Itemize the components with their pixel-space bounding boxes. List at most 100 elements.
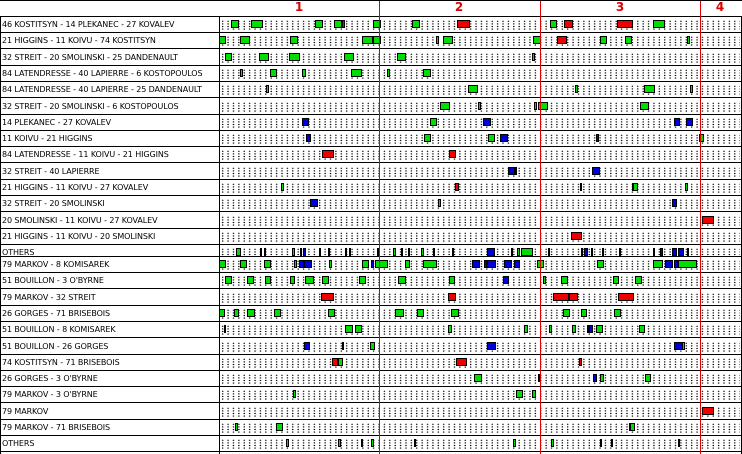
shift-block-even (219, 36, 227, 44)
shift-block-even (273, 309, 281, 317)
shift-block-sh (557, 36, 567, 44)
minute-grid (219, 423, 740, 433)
minute-grid (219, 20, 740, 30)
shift-track (219, 290, 740, 306)
shift-block-even (561, 276, 569, 284)
shift-block-even (328, 260, 332, 268)
shift-block-pp (472, 260, 481, 268)
shift-block-pp (659, 248, 663, 256)
forwards-lines-panel: 46 KOSTITSYN - 14 PLEKANEC - 27 KOVALEV 2… (0, 16, 742, 263)
shift-block-pp (502, 276, 510, 284)
shift-block-even (612, 276, 619, 284)
shift-block-even (408, 248, 411, 256)
shift-row: 79 MARKOV - 71 BRISEBOIS (0, 420, 742, 436)
shift-block-even (319, 248, 322, 256)
shift-block-even (619, 248, 621, 256)
minute-grid (219, 390, 740, 400)
period-boundary-line (540, 256, 541, 454)
shift-block-even (338, 439, 341, 447)
shift-block-even (586, 325, 589, 333)
shift-block-even (392, 248, 397, 256)
shift-block-even (275, 423, 284, 431)
row-divider (0, 435, 742, 436)
shift-row: 32 STREIT - 20 SMOLINSKI - 6 KOSTOPOULOS (0, 99, 742, 115)
shift-block-even (344, 325, 353, 333)
period-label: 1 (294, 0, 304, 14)
shift-block-even (290, 36, 299, 44)
row-label: 11 KOIVU - 21 HIGGINS (2, 134, 93, 143)
period-boundary-line (540, 0, 541, 263)
shift-block-pp (304, 260, 312, 268)
shift-block-even (280, 183, 284, 191)
minute-grid (219, 183, 740, 193)
shift-block-pp (583, 248, 589, 256)
minute-grid (219, 293, 740, 303)
shift-block-even (292, 390, 296, 398)
row-divider (0, 162, 742, 163)
row-label: 46 KOSTITSYN - 14 PLEKANEC - 27 KOVALEV (2, 20, 175, 29)
shift-row: 11 KOIVU - 21 HIGGINS (0, 131, 742, 147)
shift-row: 51 BOUILLON - 26 GORGES (0, 339, 742, 355)
shift-block-even (580, 309, 587, 317)
shift-block-even (684, 183, 688, 191)
shift-block-even (375, 260, 389, 268)
shift-row: 79 MARKOV - 8 KOMISAREK (0, 257, 742, 273)
row-label: 79 MARKOV - 71 BRISEBOIS (2, 423, 111, 432)
row-divider (0, 402, 742, 403)
shift-block-pp (310, 199, 318, 207)
row-divider (0, 386, 742, 387)
shift-block-even (639, 325, 646, 333)
shift-block-even (396, 53, 407, 61)
shift-block-even (235, 248, 242, 256)
shift-block-sh (449, 150, 457, 158)
shift-block-sh (628, 423, 631, 431)
row-label: 21 HIGGINS - 11 KOIVU - 27 KOVALEV (2, 183, 149, 192)
shift-track (219, 355, 740, 371)
shift-block-even (574, 85, 579, 93)
shift-block-even (644, 374, 651, 382)
row-label: 32 STREIT - 40 LAPIERRE (2, 167, 100, 176)
period-boundary-line (379, 0, 380, 263)
shift-block-even (234, 309, 239, 317)
shift-block-even (521, 248, 534, 256)
row-divider (0, 228, 742, 229)
shift-block-pp (303, 248, 306, 256)
shift-block-even (369, 342, 376, 350)
shift-block-even (452, 248, 455, 256)
shift-block-even (433, 248, 435, 256)
shift-block-even (599, 374, 604, 382)
shift-block-sh (457, 20, 470, 28)
minute-grid (219, 276, 740, 286)
shift-track (219, 180, 740, 196)
minute-grid (219, 118, 740, 128)
row-label: 79 MARKOV - 8 KOMISAREK (2, 260, 110, 269)
shift-block-even (687, 248, 690, 256)
label-divider (219, 16, 220, 263)
row-divider (0, 146, 742, 147)
shift-block-even (302, 69, 306, 77)
row-label: 32 STREIT - 20 SMOLINSKI (2, 199, 105, 208)
shift-row: 21 HIGGINS - 11 KOIVU - 20 SMOLINSKI (0, 229, 742, 245)
shift-block-even (328, 309, 336, 317)
shift-block-pp (685, 118, 693, 126)
shift-block-even (288, 53, 300, 61)
shift-track (219, 82, 740, 98)
minute-grid (219, 85, 740, 95)
panel-left-border (0, 256, 1, 454)
minute-grid (219, 232, 740, 242)
shift-block-sh (702, 216, 715, 224)
shift-block-pp (483, 260, 487, 268)
shift-block-even (417, 309, 425, 317)
minute-grid (219, 439, 740, 449)
shift-block-even (400, 248, 403, 256)
shift-block-even (269, 69, 277, 77)
shift-block-even (289, 276, 296, 284)
shift-row: 74 KOSTITSYN - 71 BRISEBOIS (0, 355, 742, 371)
shift-track (219, 257, 740, 273)
shift-block-even (344, 248, 347, 256)
shift-track (219, 387, 740, 403)
row-label: 26 GORGES - 71 BRISEBOIS (2, 309, 111, 318)
shift-block-even (321, 276, 329, 284)
row-divider (0, 211, 742, 212)
shift-track (219, 115, 740, 131)
